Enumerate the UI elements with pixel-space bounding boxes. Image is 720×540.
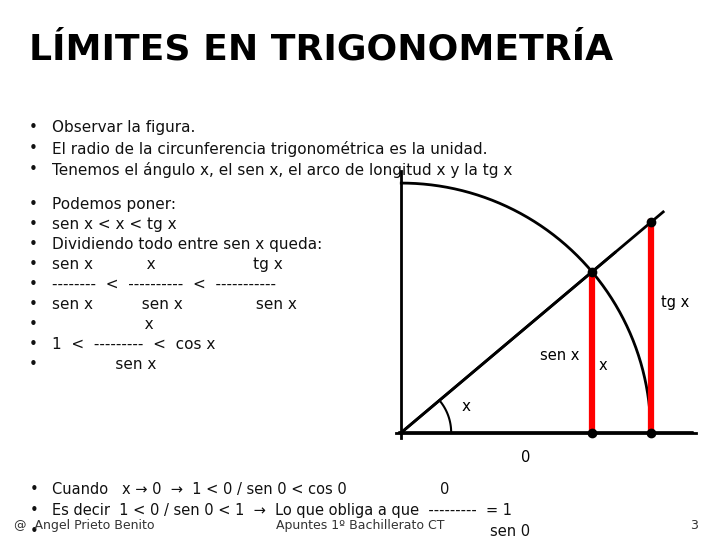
Text: •: • [30,503,38,518]
Text: 0: 0 [521,450,531,465]
Text: @  Angel Prieto Benito: @ Angel Prieto Benito [14,518,155,532]
Text: Es decir  1 < 0 / sen 0 < 1  →  Lo que obliga a que  ---------  = 1: Es decir 1 < 0 / sen 0 < 1 → Lo que obli… [52,503,512,518]
Text: •: • [29,141,38,157]
Text: Dividiendo todo entre sen x queda:: Dividiendo todo entre sen x queda: [52,238,323,252]
Text: 0: 0 [440,482,449,497]
Text: x: x [52,318,153,333]
Text: •: • [29,120,38,136]
Text: sen 0: sen 0 [490,524,530,539]
Text: x: x [598,357,607,373]
Text: Podemos poner:: Podemos poner: [52,198,176,212]
Text: •: • [29,163,38,178]
Text: •: • [29,298,38,313]
Text: •: • [29,357,38,373]
Text: •: • [30,482,38,497]
Text: sen x          sen x               sen x: sen x sen x sen x [52,298,297,313]
Text: •: • [30,524,38,539]
Text: sen x: sen x [52,357,156,373]
Text: tg x: tg x [661,295,689,310]
Text: •: • [29,278,38,292]
Text: --------  <  ----------  <  -----------: -------- < ---------- < ----------- [52,278,276,292]
Text: •: • [29,198,38,212]
Text: El radio de la circunferencia trigonométrica es la unidad.: El radio de la circunferencia trigonomét… [52,141,487,157]
Text: •: • [29,318,38,333]
Text: Cuando   x → 0  →  1 < 0 / sen 0 < cos 0: Cuando x → 0 → 1 < 0 / sen 0 < cos 0 [52,482,347,497]
Text: sen x: sen x [540,348,580,363]
Text: 3: 3 [690,518,698,532]
Text: x: x [462,399,471,414]
Text: Tenemos el ángulo x, el sen x, el arco de longitud x y la tg x: Tenemos el ángulo x, el sen x, el arco d… [52,162,513,178]
Text: •: • [29,238,38,252]
Text: LÍMITES EN TRIGONOMETRÍA: LÍMITES EN TRIGONOMETRÍA [29,33,613,67]
Text: sen x           x                    tg x: sen x x tg x [52,258,283,272]
Text: Apuntes 1º Bachillerato CT: Apuntes 1º Bachillerato CT [276,518,444,532]
Text: Observar la figura.: Observar la figura. [52,120,195,136]
Text: sen x < x < tg x: sen x < x < tg x [52,218,176,232]
Text: •: • [29,258,38,272]
Text: •: • [29,338,38,353]
Text: •: • [29,218,38,232]
Text: 1  <  ---------  <  cos x: 1 < --------- < cos x [52,338,215,353]
